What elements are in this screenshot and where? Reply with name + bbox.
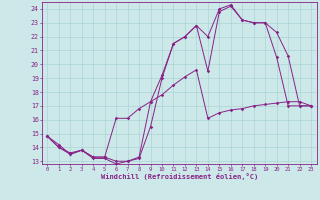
X-axis label: Windchill (Refroidissement éolien,°C): Windchill (Refroidissement éolien,°C) xyxy=(100,173,258,180)
